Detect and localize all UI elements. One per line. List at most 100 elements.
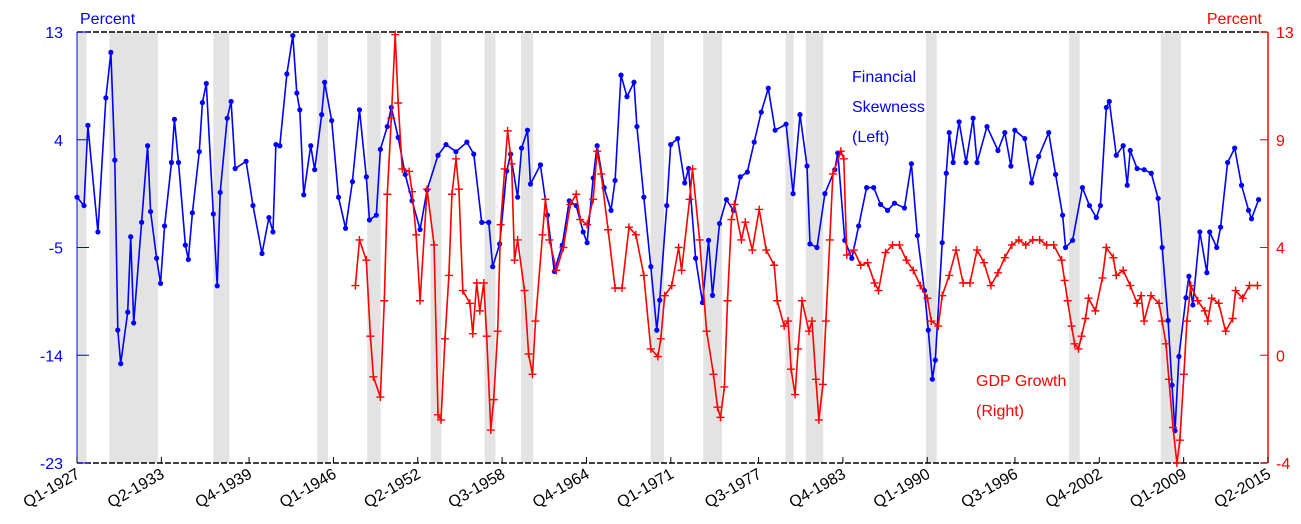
point	[489, 395, 498, 404]
point	[772, 127, 778, 133]
point	[706, 237, 712, 243]
point	[908, 161, 915, 167]
point	[713, 403, 722, 412]
point	[1214, 244, 1220, 251]
point	[1067, 322, 1076, 331]
point	[780, 322, 789, 331]
shaded-period	[521, 32, 534, 463]
point	[1012, 127, 1018, 133]
series-label: Financial	[852, 69, 916, 86]
point	[217, 189, 223, 196]
point	[294, 90, 300, 96]
point	[214, 283, 220, 289]
point	[398, 164, 407, 173]
point	[618, 72, 624, 78]
point	[811, 375, 820, 384]
point	[443, 141, 449, 148]
point	[1060, 276, 1069, 285]
point	[765, 85, 771, 91]
point	[804, 163, 810, 169]
point	[408, 187, 417, 196]
point	[541, 195, 550, 204]
point	[980, 258, 989, 267]
point	[1133, 299, 1142, 308]
point	[1231, 286, 1240, 295]
point	[611, 284, 620, 293]
point	[351, 281, 360, 290]
point	[674, 243, 683, 252]
point	[355, 235, 364, 244]
point	[1022, 135, 1028, 142]
point	[863, 258, 872, 267]
point	[112, 157, 118, 163]
shaded-period	[785, 32, 794, 463]
point	[1218, 224, 1224, 230]
series-label: GDP Growth	[976, 373, 1066, 390]
point	[490, 264, 496, 270]
point	[723, 197, 730, 203]
point	[319, 112, 325, 118]
point	[1137, 291, 1146, 300]
point	[394, 98, 403, 107]
point	[856, 261, 865, 270]
point	[1069, 237, 1076, 243]
x-tick-label: Q4-2002	[1043, 466, 1106, 512]
point	[1221, 327, 1230, 336]
point	[297, 107, 303, 113]
point	[464, 139, 470, 145]
point	[203, 80, 209, 87]
point	[770, 261, 779, 270]
point	[1014, 235, 1023, 244]
point	[1126, 281, 1135, 290]
point	[1007, 240, 1016, 249]
point	[402, 171, 408, 178]
point	[518, 145, 525, 151]
y-tick-label: -14	[40, 348, 63, 365]
point	[270, 229, 276, 235]
point	[973, 246, 982, 255]
point	[825, 235, 834, 244]
point	[959, 278, 968, 287]
point	[458, 286, 467, 295]
shaded-period	[1160, 32, 1181, 463]
point	[970, 115, 976, 121]
point	[814, 244, 820, 251]
point	[589, 195, 598, 204]
point	[447, 190, 456, 199]
point	[871, 185, 877, 191]
shaded-period	[484, 32, 496, 463]
shaded-period	[650, 32, 665, 463]
point	[416, 296, 425, 305]
point	[1000, 253, 1009, 262]
y-tick-label: -5	[49, 241, 63, 258]
point	[342, 225, 349, 231]
point	[479, 219, 485, 225]
point	[828, 169, 837, 178]
point	[593, 147, 602, 156]
point	[500, 164, 509, 173]
point	[377, 146, 383, 152]
point	[1255, 197, 1262, 203]
x-tick-label: Q1-1990	[871, 466, 934, 512]
point	[277, 143, 283, 149]
series-label: Skewness	[852, 99, 925, 116]
point	[839, 154, 848, 163]
point	[520, 286, 529, 295]
point	[451, 154, 460, 163]
point	[755, 205, 764, 214]
point	[479, 278, 488, 287]
point	[95, 229, 101, 235]
point	[454, 185, 463, 194]
point	[1093, 214, 1099, 221]
point	[634, 123, 640, 130]
point	[966, 278, 975, 287]
point	[667, 281, 676, 290]
point	[171, 116, 178, 122]
point	[762, 246, 771, 255]
point	[1091, 306, 1100, 315]
point	[870, 278, 879, 287]
point	[952, 246, 961, 255]
point	[1021, 240, 1030, 249]
point	[805, 327, 814, 336]
